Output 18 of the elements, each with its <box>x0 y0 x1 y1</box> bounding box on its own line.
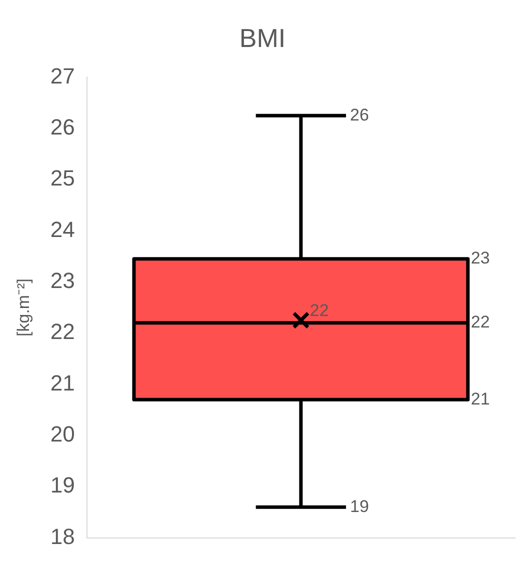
y-tick-label: 27 <box>50 63 75 88</box>
y-tick-label: 23 <box>50 268 75 293</box>
y-tick-label: 20 <box>50 422 75 447</box>
annotation: 26 <box>350 105 369 124</box>
y-tick-label: 26 <box>50 114 75 140</box>
text: 23 <box>470 248 490 268</box>
annotation: 22 <box>310 300 329 320</box>
y-tick-label: 22 <box>50 319 75 344</box>
y-tick-label: 19 <box>50 472 75 498</box>
y-tick-label: 24 <box>50 216 75 242</box>
y-axis-title: [kg.m⁻²] <box>14 278 33 336</box>
y-tick-label: 18 <box>50 524 75 549</box>
y-tick-label: 21 <box>50 370 75 396</box>
y-tick-label: 25 <box>50 166 75 191</box>
text: 22 <box>470 312 490 332</box>
annotation: 19 <box>350 496 369 516</box>
chart-title: BMI <box>239 22 286 53</box>
text: 21 <box>470 389 490 408</box>
